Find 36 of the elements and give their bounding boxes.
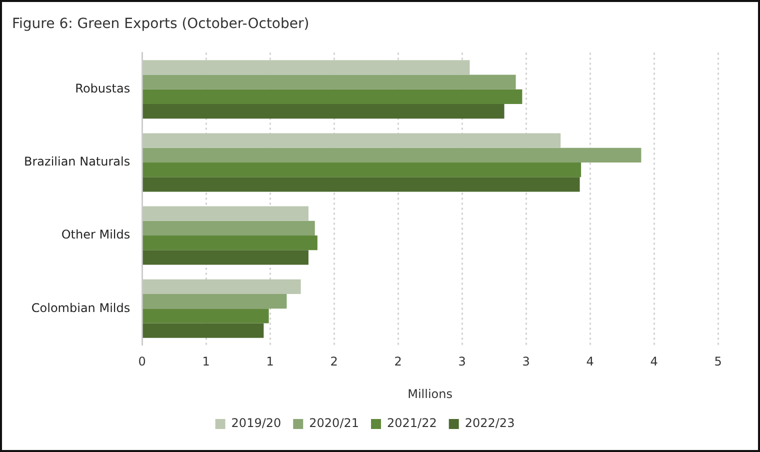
bar xyxy=(142,148,642,162)
y-tick-label: Colombian Milds xyxy=(31,300,130,315)
bar xyxy=(142,279,301,294)
bar xyxy=(142,236,318,250)
legend-label: 2020/21 xyxy=(309,416,360,430)
x-tick-label: 3 xyxy=(522,354,530,369)
x-tick-label: 4 xyxy=(650,354,658,369)
legend-label: 2022/23 xyxy=(464,416,515,430)
x-axis-title: Millions xyxy=(408,386,452,401)
bar xyxy=(142,220,315,236)
bar xyxy=(142,177,580,192)
x-tick-label: 3 xyxy=(458,354,466,369)
bar xyxy=(142,323,264,338)
legend-label: 2019/20 xyxy=(231,416,282,430)
x-tick-label: 1 xyxy=(266,354,274,369)
chart-title: Figure 6: Green Exports (October-October) xyxy=(12,16,310,32)
bar xyxy=(142,104,504,119)
bar xyxy=(142,294,287,309)
x-tick-label: 2 xyxy=(330,354,338,369)
bar xyxy=(142,89,522,104)
bar xyxy=(142,60,470,75)
x-tick-label: 2 xyxy=(394,354,402,369)
bar xyxy=(142,308,269,324)
y-tick-label: Brazilian Naturals xyxy=(24,154,130,169)
x-tick-label: 1 xyxy=(202,354,210,369)
bar xyxy=(142,206,308,221)
y-tick-label: Robustas xyxy=(75,81,130,96)
bar xyxy=(142,250,308,265)
x-tick-label: 5 xyxy=(714,354,722,369)
x-tick-label: 4 xyxy=(586,354,594,369)
legend-label: 2021/22 xyxy=(387,416,437,430)
y-tick-label: Other Milds xyxy=(61,228,130,242)
x-tick-label: 0 xyxy=(138,354,146,369)
bar xyxy=(142,74,516,90)
bar xyxy=(142,162,582,178)
bar xyxy=(142,133,561,148)
